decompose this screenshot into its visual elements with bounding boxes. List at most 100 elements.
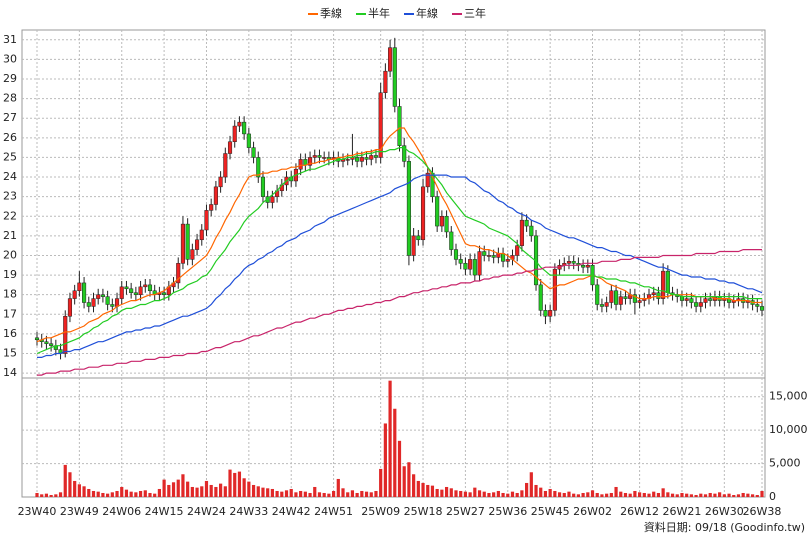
volume-bar	[176, 479, 180, 497]
candle-body	[618, 296, 623, 305]
candle-body	[232, 125, 237, 143]
volume-bar	[129, 491, 133, 497]
volume-bar	[360, 490, 364, 497]
candle-body	[298, 159, 303, 170]
volume-bar	[440, 489, 444, 497]
y-tick-label: 20	[3, 248, 17, 261]
volume-bar	[275, 490, 279, 497]
volume-bar	[77, 484, 81, 497]
volume-bar	[289, 488, 293, 497]
candle-body	[195, 239, 200, 250]
candle-body	[694, 302, 699, 307]
candle-body	[270, 196, 275, 203]
volume-bar	[444, 486, 449, 497]
candle-body	[651, 292, 656, 295]
candle-body	[124, 286, 129, 290]
candle-body	[435, 196, 440, 227]
candle-body	[472, 259, 477, 276]
candle-body	[312, 155, 317, 158]
volume-bar	[106, 493, 110, 497]
volume-bar	[510, 491, 515, 497]
y2-tick-label: 5,000	[769, 457, 801, 470]
x-tick-label: 24W15	[145, 505, 184, 518]
volume-bar	[492, 492, 496, 497]
x-tick-label: 25W27	[446, 505, 485, 518]
volume-bar	[388, 380, 392, 497]
volume-bar	[703, 494, 708, 497]
candle-body	[82, 282, 87, 303]
volume-bar	[153, 493, 157, 497]
volume-bar	[138, 490, 143, 497]
volume-bar	[642, 492, 646, 497]
candle-body	[482, 251, 487, 256]
candle-body	[308, 157, 313, 166]
candle-body	[355, 157, 360, 162]
volume-bar	[633, 490, 637, 497]
candle-body	[524, 219, 529, 227]
volume-bar	[82, 486, 86, 497]
candle-body	[180, 223, 185, 264]
volume-bar	[167, 484, 171, 497]
volume-bar	[35, 492, 39, 497]
volume-bar	[237, 471, 242, 497]
candle-body	[213, 186, 218, 205]
candle-body	[477, 251, 482, 276]
candle-body	[227, 141, 233, 154]
candle-body	[246, 133, 251, 148]
volume-bar	[134, 492, 138, 497]
y-tick-label: 19	[3, 268, 17, 281]
candle-body	[138, 286, 143, 295]
volume-bar	[576, 494, 580, 497]
y-tick-label: 30	[3, 52, 17, 65]
candle-body	[759, 306, 765, 311]
volume-bar	[553, 490, 557, 497]
volume-bar	[416, 480, 420, 497]
candle-body	[176, 263, 181, 284]
candle-body	[755, 304, 760, 307]
volume-bar	[402, 466, 406, 497]
ma-line	[36, 147, 762, 355]
volume-bar	[680, 492, 684, 497]
candle-body	[34, 337, 40, 341]
volume-bar	[303, 491, 307, 497]
ma-line	[37, 249, 762, 376]
candle-body	[609, 290, 614, 303]
candle-body	[100, 294, 105, 297]
candle-body	[463, 263, 468, 270]
volume-bar	[115, 490, 119, 497]
candle-body	[162, 292, 167, 295]
candle-body	[703, 298, 708, 303]
candle-body	[595, 284, 600, 305]
volume-bar	[590, 490, 595, 497]
volume-bar	[190, 486, 194, 497]
ma-line	[36, 127, 762, 343]
volume-bar	[708, 492, 712, 497]
volume-bar	[609, 492, 613, 497]
volume-bar	[369, 492, 373, 497]
volume-bar	[44, 493, 49, 497]
volume-bar	[412, 474, 416, 497]
y-tick-label: 15	[3, 346, 17, 359]
candle-body	[388, 47, 393, 72]
volume-bar	[501, 492, 505, 497]
volume-bar	[572, 493, 576, 497]
volume-bar	[718, 492, 722, 497]
volume-bar	[49, 494, 53, 497]
volume-bar	[567, 491, 571, 497]
x-tick-label: 25W36	[488, 505, 527, 518]
x-tick-label: 25W45	[531, 505, 570, 518]
legend-label: 三年	[464, 6, 486, 20]
volume-bar	[713, 493, 717, 497]
volume-bar	[171, 482, 176, 497]
volume-bar	[214, 486, 218, 497]
volume-bar	[548, 488, 552, 497]
legend-label: 半年	[368, 6, 390, 20]
x-tick-label: 23W40	[18, 505, 57, 518]
candle-body	[147, 284, 153, 292]
candle-body	[143, 284, 148, 288]
candle-body	[458, 259, 463, 264]
volume-bar	[280, 491, 284, 497]
volume-bar	[341, 488, 345, 497]
candle-body	[439, 216, 444, 227]
volume-bar	[143, 490, 147, 497]
